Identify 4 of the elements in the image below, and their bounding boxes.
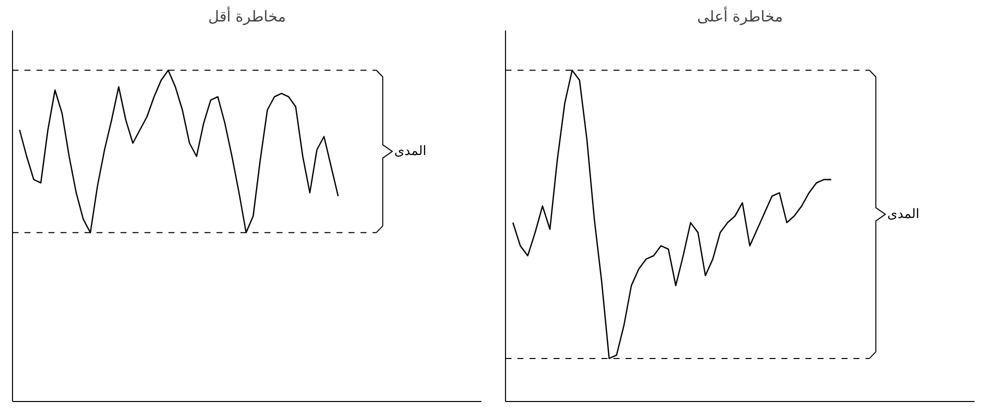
text: المدى	[887, 206, 920, 222]
chart-title: مخاطرة أعلى	[697, 6, 783, 26]
chart-title: مخاطرة أقل	[208, 6, 286, 26]
text: المدى	[394, 144, 426, 159]
